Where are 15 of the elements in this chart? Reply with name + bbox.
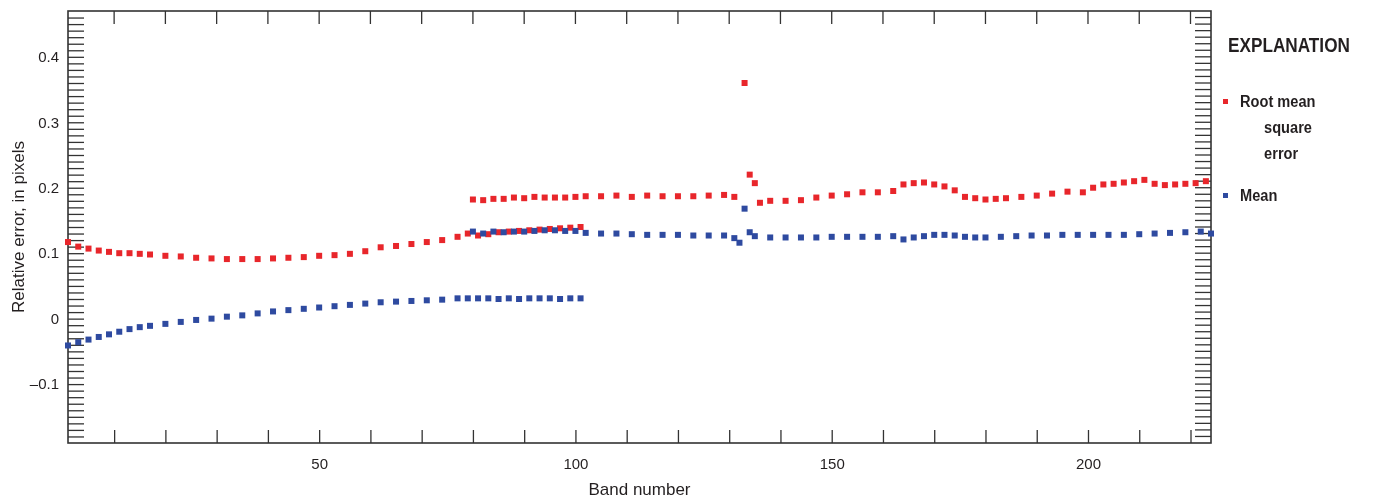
legend-label: Mean (1240, 185, 1278, 205)
y-tick-label: 0.1 (38, 244, 59, 262)
y-axis-title: Relative error, in pixels (9, 141, 28, 313)
x-tick-label: 150 (819, 454, 845, 472)
y-tick-label: 0 (50, 309, 59, 327)
y-tick-label: 0.3 (38, 113, 59, 131)
legend-title: EXPLANATION (1228, 33, 1350, 57)
x-tick-label: 100 (563, 454, 589, 472)
y-tick-label: –0.1 (29, 375, 59, 393)
legend-label: Root mean square error (1240, 91, 1316, 163)
x-axis-title: Band number (588, 480, 691, 499)
y-tick-label: 0.4 (38, 48, 59, 66)
x-tick-label: 200 (1075, 454, 1101, 472)
y-tick-label: 0.2 (38, 179, 59, 197)
x-tick-label: 50 (311, 454, 328, 472)
